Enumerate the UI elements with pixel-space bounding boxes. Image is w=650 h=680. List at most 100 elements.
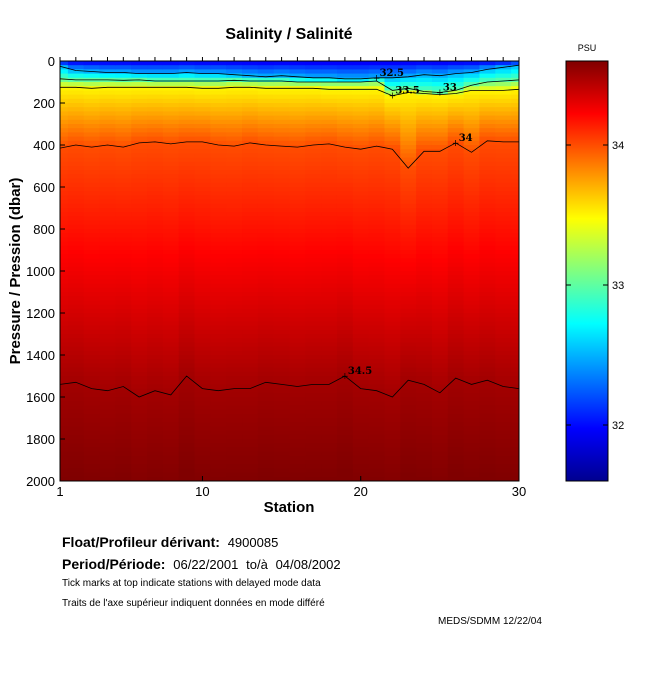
heatmap-cell xyxy=(147,161,164,167)
heatmap-cell xyxy=(400,73,417,79)
heatmap-cell xyxy=(273,350,291,356)
heatmap-cell xyxy=(305,178,322,184)
colorbar xyxy=(565,60,609,482)
heatmap-cell xyxy=(384,275,401,280)
heatmap-cell xyxy=(431,296,449,301)
heatmap-cell xyxy=(99,434,116,440)
heatmap-cell xyxy=(273,304,291,310)
heatmap-cell xyxy=(321,413,338,419)
heatmap-cell xyxy=(273,359,291,364)
heatmap-cell xyxy=(384,82,401,87)
heatmap-cell xyxy=(479,77,496,83)
heatmap-cell xyxy=(431,65,449,70)
heatmap-cell xyxy=(273,447,291,453)
heatmap-cell xyxy=(336,224,354,230)
heatmap-cell xyxy=(257,464,275,469)
heatmap-cell xyxy=(147,342,164,348)
heatmap-cell xyxy=(60,103,69,108)
heatmap-cell xyxy=(495,363,512,369)
heatmap-cell xyxy=(99,266,116,272)
heatmap-cell xyxy=(178,392,196,398)
heatmap-cell xyxy=(447,447,465,453)
heatmap-cell xyxy=(131,178,148,184)
heatmap-cell xyxy=(511,363,519,369)
heatmap-cell xyxy=(416,258,433,264)
heatmap-cell xyxy=(289,178,306,184)
heatmap-cell xyxy=(242,220,259,226)
heatmap-cell xyxy=(257,145,275,150)
heatmap-cell xyxy=(226,233,243,238)
heatmap-cell xyxy=(447,266,465,272)
heatmap-cell xyxy=(305,321,322,327)
heatmap-cell xyxy=(242,409,259,415)
heatmap-cell xyxy=(305,195,322,201)
heatmap-cell xyxy=(194,287,211,293)
heatmap-cell xyxy=(336,472,354,478)
heatmap-cell xyxy=(431,376,449,381)
heatmap-cell xyxy=(242,430,259,436)
heatmap-cell xyxy=(194,447,211,453)
heatmap-cell xyxy=(99,287,116,293)
heatmap-cell xyxy=(511,434,519,440)
heatmap-cell xyxy=(416,220,433,226)
heatmap-cell xyxy=(99,90,116,96)
heatmap-cell xyxy=(368,359,386,364)
heatmap-cell xyxy=(479,413,496,419)
heatmap-cell xyxy=(416,296,433,301)
heatmap-cell xyxy=(115,266,132,272)
heatmap-cell xyxy=(289,271,306,276)
heatmap-cell xyxy=(511,187,519,192)
heatmap-cell xyxy=(147,69,164,75)
heatmap-cell xyxy=(131,380,148,385)
heatmap-cell xyxy=(67,401,85,406)
heatmap-cell xyxy=(273,468,291,474)
heatmap-cell xyxy=(162,422,180,427)
heatmap-cell xyxy=(226,191,243,196)
heatmap-cell xyxy=(479,325,496,331)
heatmap-cell xyxy=(273,208,291,213)
heatmap-cell xyxy=(400,287,417,293)
heatmap-cell xyxy=(305,443,322,448)
heatmap-cell xyxy=(273,392,291,398)
heatmap-cell xyxy=(99,426,116,432)
colorbar-tick-label: 33 xyxy=(612,280,624,292)
heatmap-cell xyxy=(479,182,496,188)
heatmap-cell xyxy=(178,380,196,385)
heatmap-cell xyxy=(115,229,132,234)
heatmap-cell xyxy=(321,166,338,171)
heatmap-cell xyxy=(447,241,465,247)
heatmap-cell xyxy=(210,111,227,117)
heatmap-cell xyxy=(115,283,132,289)
heatmap-cell xyxy=(162,413,180,419)
heatmap-cell xyxy=(511,65,519,70)
heatmap-cell xyxy=(511,342,519,348)
heatmap-cell xyxy=(400,212,417,217)
heatmap-cell xyxy=(242,203,259,209)
heatmap-cell xyxy=(384,376,401,381)
heatmap-cell xyxy=(178,266,196,272)
heatmap-cell xyxy=(463,283,481,289)
heatmap-cell xyxy=(60,237,69,243)
heatmap-cell xyxy=(162,468,180,474)
heatmap-cell xyxy=(60,61,69,66)
heatmap-cell xyxy=(479,296,496,301)
heatmap-cell xyxy=(447,250,465,255)
heatmap-cell xyxy=(495,271,512,276)
heatmap-cell xyxy=(305,266,322,272)
heatmap-cell xyxy=(321,430,338,436)
heatmap-cell xyxy=(511,334,519,339)
heatmap-cell xyxy=(131,245,148,251)
heatmap-cell xyxy=(178,413,196,419)
heatmap-cell xyxy=(511,254,519,259)
heatmap-cell xyxy=(257,212,275,217)
heatmap-cell xyxy=(400,472,417,478)
heatmap-cell xyxy=(67,182,85,188)
colorbar-unit: PSU xyxy=(578,43,597,53)
heatmap-cell xyxy=(352,455,370,461)
heatmap-cell xyxy=(147,77,164,83)
heatmap-cell xyxy=(384,245,401,251)
heatmap-cell xyxy=(336,132,354,138)
heatmap-cell xyxy=(194,170,211,175)
heatmap-cell xyxy=(67,86,85,91)
